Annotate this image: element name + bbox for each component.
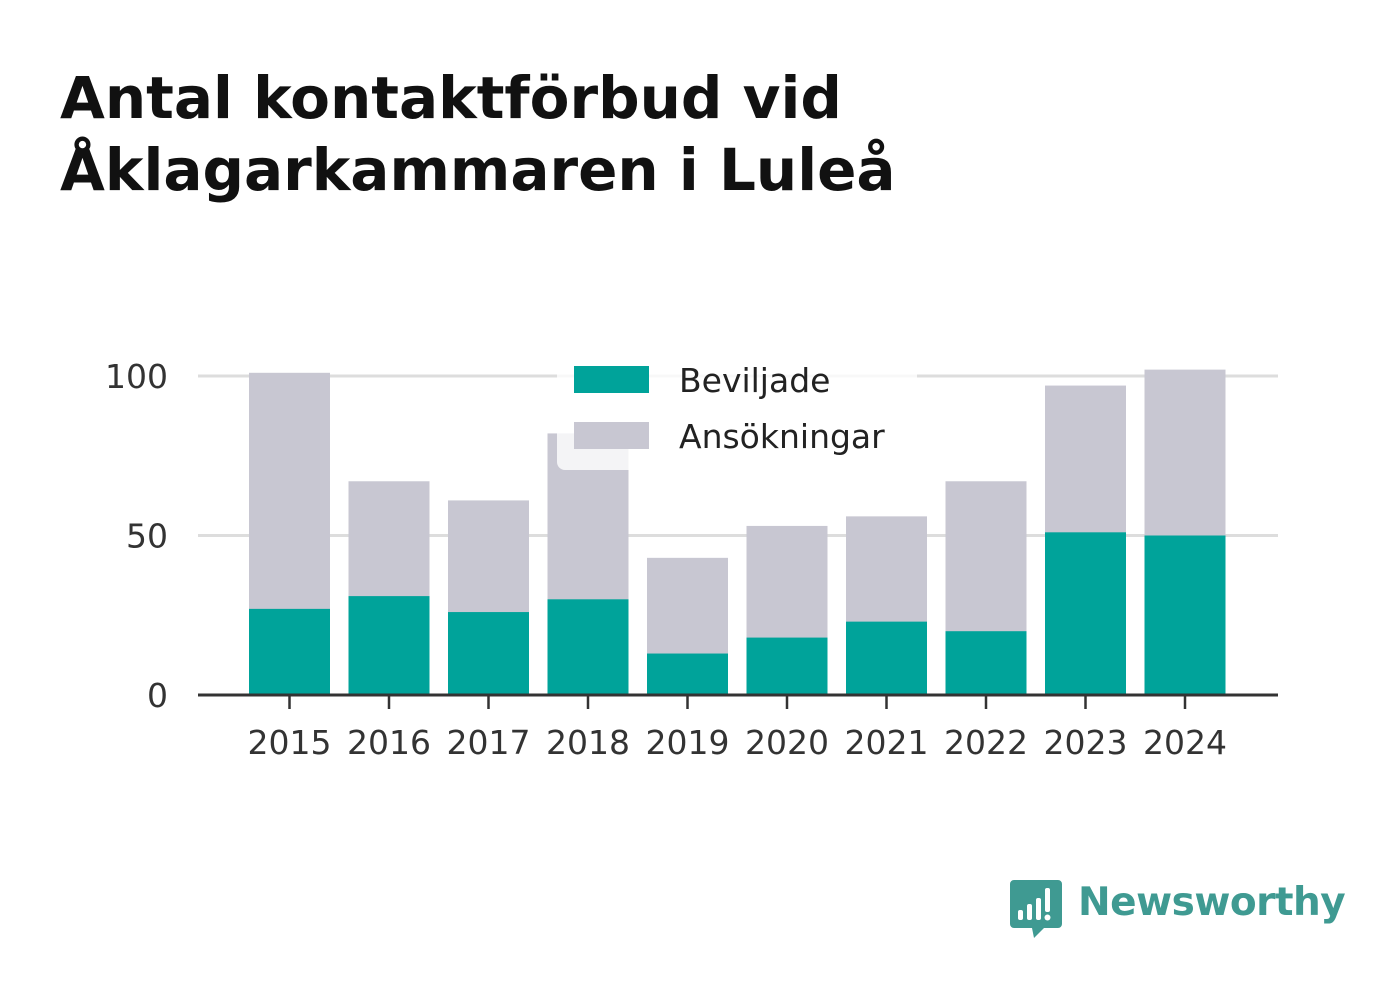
y-tick-label: 100	[105, 357, 168, 396]
bar-beviljade-2019	[647, 653, 728, 695]
x-tick-label: 2018	[546, 723, 630, 762]
x-tick-label: 2023	[1044, 723, 1128, 762]
x-tick-label: 2016	[347, 723, 431, 762]
x-tick-label: 2020	[745, 723, 829, 762]
chart-title-line-1: Antal kontaktförbud vid	[60, 64, 842, 132]
bar-beviljade-2017	[448, 612, 529, 695]
bar-beviljade-2016	[348, 596, 430, 695]
y-tick-label: 50	[126, 517, 168, 556]
x-tick-label: 2024	[1143, 723, 1227, 762]
brand-name: Newsworthy	[1078, 880, 1346, 925]
bar-chart-speech-bubble-icon	[1010, 880, 1062, 938]
legend-swatch-beviljade	[574, 366, 649, 393]
bar-beviljade-2020	[746, 637, 828, 695]
x-tick-label: 2022	[944, 723, 1028, 762]
x-tick-label: 2015	[248, 723, 332, 762]
legend-label: Ansökningar	[679, 417, 885, 456]
legend: Beviljade Ansökningar	[557, 348, 917, 470]
bar-beviljade-2018	[547, 599, 629, 695]
x-tick-label: 2017	[447, 723, 531, 762]
newsworthy-logo: Newsworthy	[1010, 880, 1346, 940]
bar-beviljade-2015	[249, 608, 330, 695]
legend-swatch-ansokningar	[574, 422, 649, 449]
bars	[249, 369, 1226, 695]
axes: 0 50 100 2015 2016 2017 2018 2019 2020 2021 2022 20…	[105, 357, 1278, 762]
y-tick-label: 0	[147, 676, 168, 715]
bar-beviljade-2022	[945, 631, 1027, 695]
chart-title: Antal kontaktförbud vid Åklagarkammaren …	[60, 62, 1160, 206]
legend-label: Beviljade	[679, 361, 830, 400]
x-tick-label: 2019	[646, 723, 730, 762]
bar-beviljade-2024	[1144, 535, 1226, 695]
bar-beviljade-2023	[1045, 532, 1126, 695]
bar-beviljade-2021	[846, 621, 927, 695]
x-tick-label: 2021	[845, 723, 929, 762]
chart-title-line-2: Åklagarkammaren i Luleå	[60, 136, 896, 204]
